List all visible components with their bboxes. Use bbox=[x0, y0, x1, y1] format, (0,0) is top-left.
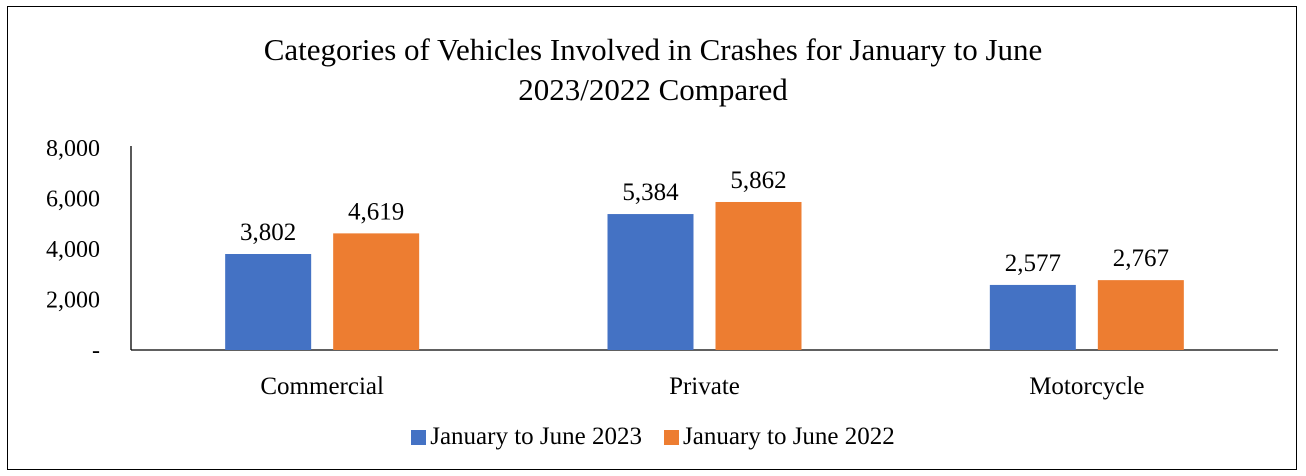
data-label: 3,802 bbox=[240, 219, 296, 246]
y-tick-label: 6,000 bbox=[46, 187, 100, 213]
data-label: 4,619 bbox=[348, 198, 404, 225]
legend: January to June 2023 January to June 202… bbox=[0, 423, 1306, 451]
data-label: 5,862 bbox=[730, 167, 786, 194]
bar bbox=[1097, 280, 1184, 350]
y-tick-label: 8,000 bbox=[46, 136, 100, 162]
legend-item-2023: January to June 2023 bbox=[411, 423, 642, 451]
y-tick-label: 4,000 bbox=[46, 237, 100, 263]
chart-title: Categories of Vehicles Involved in Crash… bbox=[0, 30, 1306, 110]
chart-title-line-2: 2023/2022 Compared bbox=[518, 72, 788, 107]
legend-label-2023: January to June 2023 bbox=[430, 423, 642, 450]
bar bbox=[989, 284, 1076, 350]
chart-title-line-1: Categories of Vehicles Involved in Crash… bbox=[263, 32, 1043, 67]
bar bbox=[225, 253, 312, 350]
legend-label-2022: January to June 2022 bbox=[683, 423, 895, 450]
data-label: 2,577 bbox=[1005, 250, 1061, 277]
bar bbox=[715, 201, 802, 350]
data-label: 2,767 bbox=[1113, 245, 1169, 272]
data-label: 5,384 bbox=[622, 179, 679, 206]
x-tick-label: Commercial bbox=[260, 373, 384, 400]
legend-item-2022: January to June 2022 bbox=[664, 423, 895, 451]
x-tick-label: Private bbox=[669, 373, 740, 400]
bar bbox=[607, 214, 694, 350]
bar bbox=[333, 233, 420, 350]
x-tick-label: Motorcycle bbox=[1029, 373, 1144, 400]
legend-swatch-2023 bbox=[411, 429, 427, 445]
y-tick-label: - bbox=[92, 338, 100, 364]
y-tick-label: 2,000 bbox=[46, 288, 100, 314]
legend-swatch-2022 bbox=[664, 429, 679, 445]
